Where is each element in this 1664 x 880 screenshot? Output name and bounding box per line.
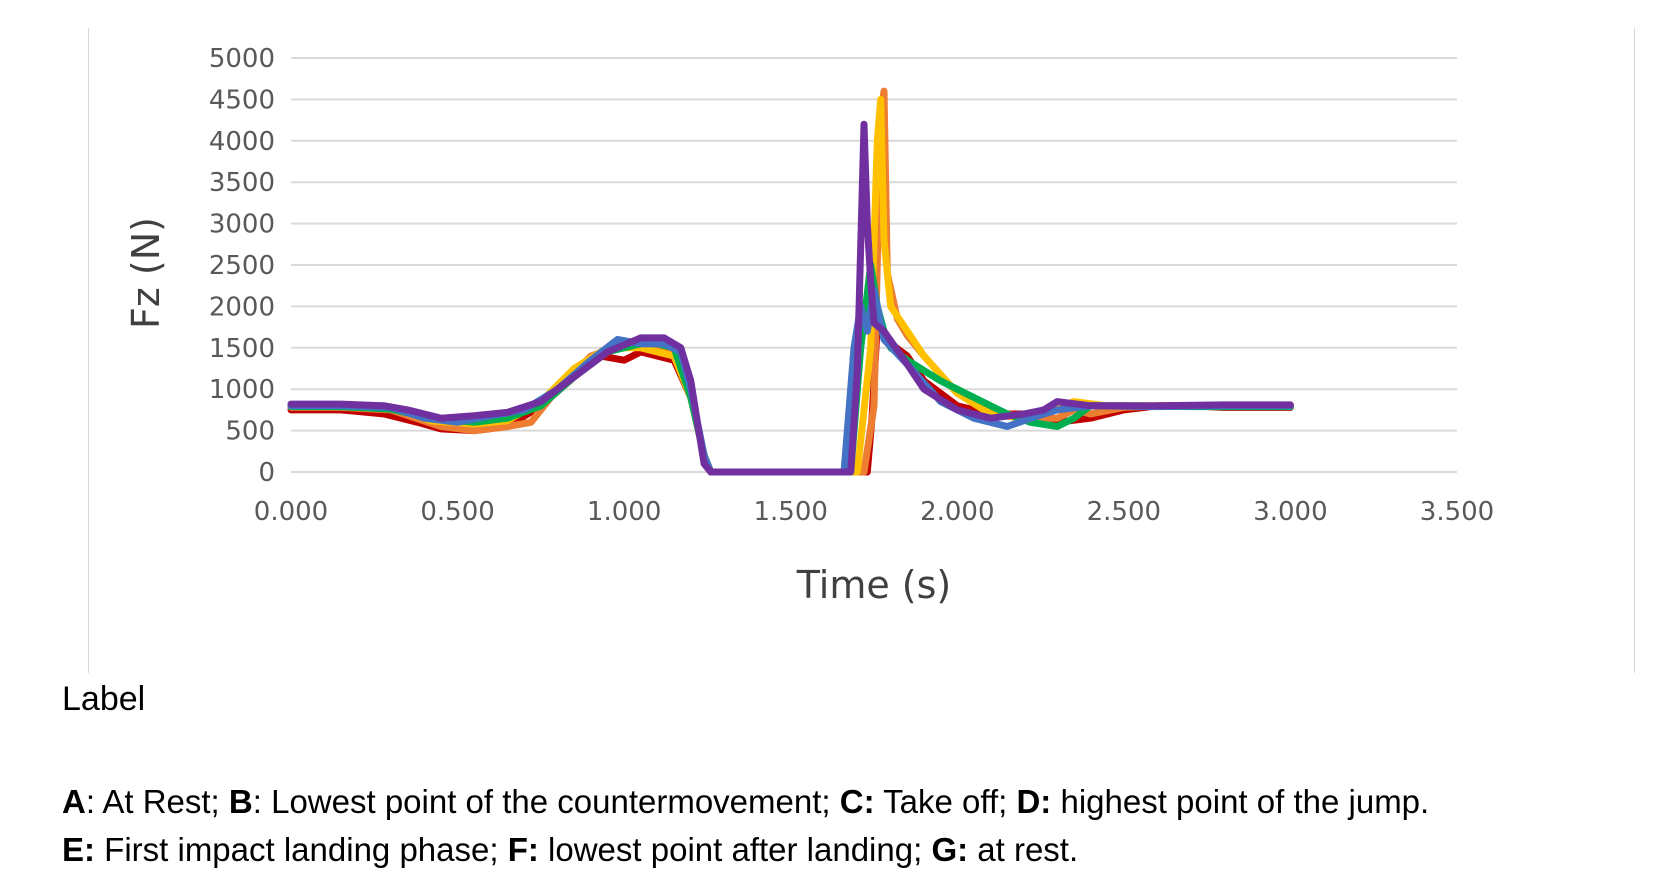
series-line-6 [287, 120, 1294, 476]
y-tick-label: 3500 [209, 168, 275, 198]
x-tick-label: 0.000 [254, 497, 328, 527]
caption-key: F: [507, 831, 539, 868]
y-tick-label: 5000 [209, 44, 275, 74]
series-line-4 [287, 261, 1294, 476]
y-tick-label: 2000 [209, 292, 275, 322]
y-tick-label: 4500 [209, 85, 275, 115]
caption-text: lowest point after landing; [538, 831, 932, 868]
caption-key: E: [62, 831, 95, 868]
caption-key: A [62, 783, 86, 820]
y-tick-label: 500 [225, 417, 275, 447]
caption: A: At Rest; B: Lowest point of the count… [62, 778, 1429, 874]
x-axis-title: Time (s) [796, 563, 952, 607]
y-axis-title: Fz (N) [124, 217, 168, 329]
caption-text: : At Rest; [85, 783, 229, 820]
y-tick-labels: 0 500 1000 1500 2000 2500 3000 3500 4000 4500 5000 [209, 44, 275, 488]
x-tick-label: 2.000 [920, 497, 994, 527]
y-tick-label: 2500 [209, 251, 275, 281]
series-line-5 [287, 286, 1294, 476]
caption-text: at rest. [968, 831, 1079, 868]
caption-text: : Lowest point of the countermovement; [252, 783, 840, 820]
y-tick-label: 3000 [209, 210, 275, 240]
x-tick-label: 3.500 [1420, 497, 1494, 527]
x-tick-labels: 0.000 0.500 1.000 1.500 2.000 2.500 3.000 3.500 [254, 497, 1494, 527]
caption-text: highest point of the jump. [1051, 783, 1430, 820]
caption-key: C: [839, 783, 875, 820]
series-line-2 [287, 87, 1294, 476]
caption-key: B [228, 783, 253, 820]
series-lines [287, 87, 1294, 476]
caption-text: Take off; [874, 783, 1017, 820]
x-tick-label: 3.000 [1253, 497, 1327, 527]
x-tick-label: 1.000 [587, 497, 661, 527]
caption-key: D: [1016, 783, 1052, 820]
x-tick-label: 2.500 [1087, 497, 1161, 527]
line-chart: 0 500 1000 1500 2000 2500 3000 3500 4000 4500 5000… [124, 44, 1494, 607]
caption-line-2: E: First impact landing phase; F: lowest… [62, 826, 1429, 874]
x-tick-label: 0.500 [420, 497, 494, 527]
series-line-1 [287, 319, 1294, 476]
caption-text: First impact landing phase; [95, 831, 508, 868]
caption-key: G: [931, 831, 969, 868]
y-tick-label: 1500 [209, 334, 275, 364]
caption-line-1: A: At Rest; B: Lowest point of the count… [62, 778, 1429, 826]
y-tick-label: 4000 [209, 127, 275, 157]
chart-frame: 0 500 1000 1500 2000 2500 3000 3500 4000 4500 5000… [88, 28, 1635, 673]
caption-label: Label [62, 680, 146, 718]
y-tick-label: 1000 [209, 375, 275, 405]
y-tick-label: 0 [258, 458, 275, 488]
x-tick-label: 1.500 [753, 497, 827, 527]
